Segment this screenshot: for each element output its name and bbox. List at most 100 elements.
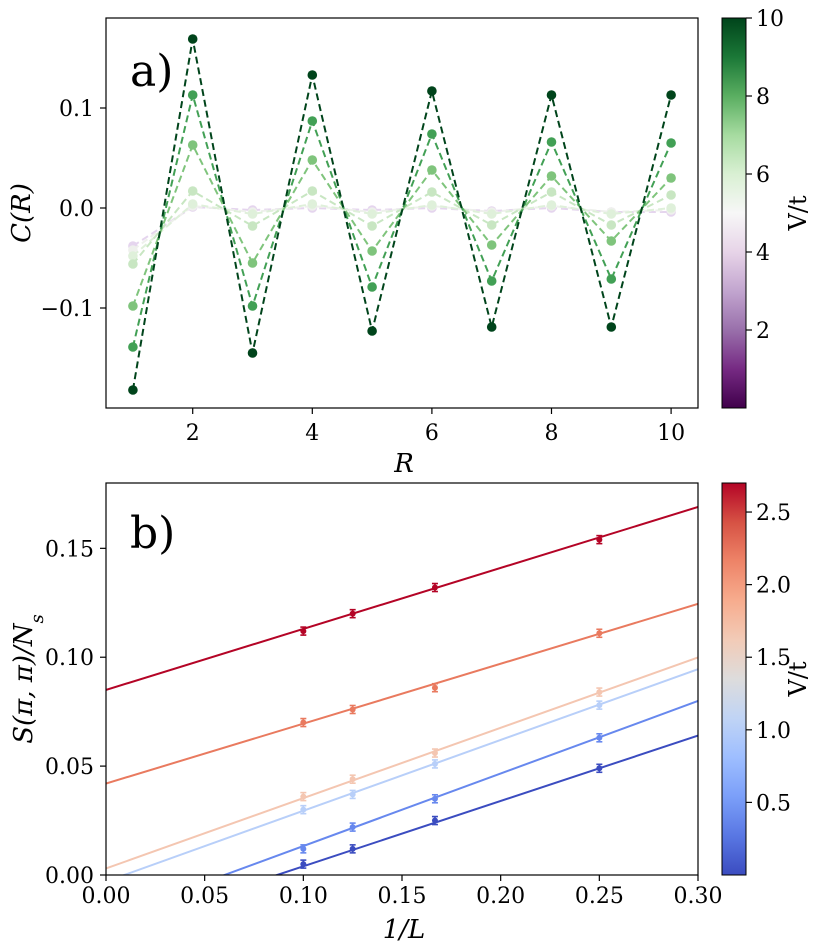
panel-a-x-ticks: 2 4 6 8 10	[186, 408, 685, 446]
panel-b-data-point	[596, 536, 603, 543]
panel-a-data-point	[247, 221, 258, 231]
panel-b-colorbar	[721, 482, 747, 876]
panel-b-data-point	[349, 845, 356, 852]
chart-panel-b: 0.00 0.05 0.10 0.15 0.20 0.25 0.30 0.00 0.05 0.1…	[9, 482, 812, 945]
panel-b-series-group	[273, 734, 698, 875]
panel-a-colorbar-tick-label: 2	[756, 319, 770, 344]
panel-b-data-point	[431, 750, 438, 757]
panel-a-data-point	[307, 116, 318, 126]
panel-b-data-point	[300, 806, 307, 813]
panel-b-x-tick-label: 0.25	[575, 884, 624, 909]
panel-a-data-point	[128, 342, 138, 352]
panel-a-data-point	[307, 186, 318, 196]
panel-b-colorbar-ticks: 0.5 1.0 1.5 2.0 2.5	[746, 501, 791, 816]
panel-a-data-point	[367, 209, 377, 219]
panel-a-data-point	[427, 129, 437, 139]
panel-a-data-point	[128, 251, 138, 261]
panel-b-y-axis-label: S(π, π)/Ns	[9, 614, 48, 744]
panel-b-colorbar-tick-label: 1.5	[756, 646, 791, 671]
panel-a-series-group	[128, 186, 676, 269]
panel-b-data-point	[431, 584, 438, 591]
panel-a-data-point	[486, 276, 497, 286]
panel-b-data-point	[349, 610, 356, 617]
panel-b-x-tick-label: 0.30	[674, 884, 723, 909]
panel-a-data-point	[247, 258, 258, 268]
panel-b-data-point	[300, 793, 307, 800]
panel-a-data-point	[247, 301, 258, 311]
panel-a-data-point	[187, 140, 198, 150]
panel-a-colorbar-tick-label: 8	[756, 85, 770, 110]
panel-a-x-tick-label: 4	[305, 421, 319, 446]
panel-b-x-tick-label: 0.20	[476, 884, 525, 909]
panel-a-colorbar	[721, 17, 747, 409]
panel-a-data-point	[546, 200, 557, 210]
panel-b-fit-line	[106, 506, 698, 691]
panel-a-label: a)	[130, 46, 173, 97]
panel-b-x-tick-label: 0.00	[82, 884, 131, 909]
panel-a-data-point	[606, 220, 617, 230]
panel-a-data-point	[666, 173, 676, 183]
panel-b-colorbar-tick-label: 0.5	[756, 791, 791, 816]
panel-a-y-axis-label: C(R)	[7, 183, 37, 243]
panel-a-colorbar-tick-label: 4	[756, 241, 770, 266]
panel-a-data-point	[247, 209, 258, 219]
panel-b-fit-line	[106, 602, 698, 785]
panel-b-frame	[105, 482, 699, 876]
panel-a-data-point	[187, 34, 198, 44]
chart-panel-a: 2 4 6 8 10 −0.1 0.0 0.1 a) R C(R) 2 4 6 8 10 V/t	[7, 7, 812, 479]
panel-a-data-point	[546, 137, 557, 147]
panel-b-data-point	[431, 760, 438, 767]
panel-a-data-point	[666, 190, 676, 200]
panel-a-data-point	[666, 138, 676, 148]
panel-b-series-group	[221, 700, 698, 875]
panel-b-colorbar-tick-label: 2.5	[756, 501, 791, 526]
panel-a-frame	[105, 17, 699, 409]
panel-a-colorbar-tick-label: 6	[756, 163, 770, 188]
panel-b-y-tick-label: 0.10	[45, 646, 94, 671]
panel-a-series-group	[128, 34, 676, 395]
panel-b-x-axis-label: 1/L	[383, 915, 426, 945]
panel-a-data-point	[486, 220, 497, 230]
panel-a-data-point	[187, 199, 198, 209]
panel-a-data-point	[666, 203, 676, 213]
panel-b-colorbar-tick-label: 1.0	[756, 719, 791, 744]
panel-b-data-point	[596, 702, 603, 709]
panel-b-x-tick-label: 0.15	[378, 884, 427, 909]
panel-a-x-tick-label: 8	[544, 421, 558, 446]
panel-b-colorbar-label: V/t	[784, 661, 812, 697]
panel-a-data-point	[486, 322, 497, 332]
panel-b-series-clip	[106, 506, 698, 875]
panel-a-colorbar-label: V/t	[784, 195, 812, 231]
panel-b-y-tick-label: 0.15	[45, 537, 94, 562]
panel-b-y-axis-label-subscript: s	[27, 614, 48, 623]
panel-a-data-point	[606, 209, 617, 219]
panel-a-series	[128, 34, 676, 395]
panel-a-series-group	[128, 140, 676, 311]
panel-a-data-point	[187, 90, 198, 100]
panel-b-data-point	[349, 824, 356, 831]
panel-a-series-line	[132, 189, 672, 265]
panel-a-data-point	[128, 259, 138, 269]
panel-a-data-point	[307, 199, 318, 209]
panel-b-label: b)	[130, 508, 175, 559]
panel-a-colorbar-tick-label: 10	[756, 7, 784, 32]
panel-a-data-point	[546, 171, 557, 181]
panel-b-x-tick-label: 0.10	[279, 884, 328, 909]
panel-b-y-tick-label: 0.05	[45, 755, 94, 780]
panel-a-data-point	[427, 200, 437, 210]
panel-b-fit-line	[106, 656, 698, 870]
panel-b-data-point	[431, 684, 438, 691]
panel-b-data-point	[300, 628, 307, 635]
panel-b-data-point	[596, 689, 603, 696]
panel-a-data-point	[367, 326, 377, 336]
panel-a-data-point	[128, 385, 138, 395]
panel-a-data-point	[606, 322, 617, 332]
panel-a-y-tick-label: −0.1	[41, 297, 94, 322]
panel-a-series-line	[131, 91, 673, 348]
panel-a-data-point	[367, 221, 377, 231]
panel-b-fit-line	[121, 668, 698, 875]
panel-a-y-tick-label: 0.0	[59, 197, 94, 222]
panel-a-x-tick-label: 2	[186, 421, 200, 446]
panel-b-colorbar-tick-label: 2.0	[756, 574, 791, 599]
